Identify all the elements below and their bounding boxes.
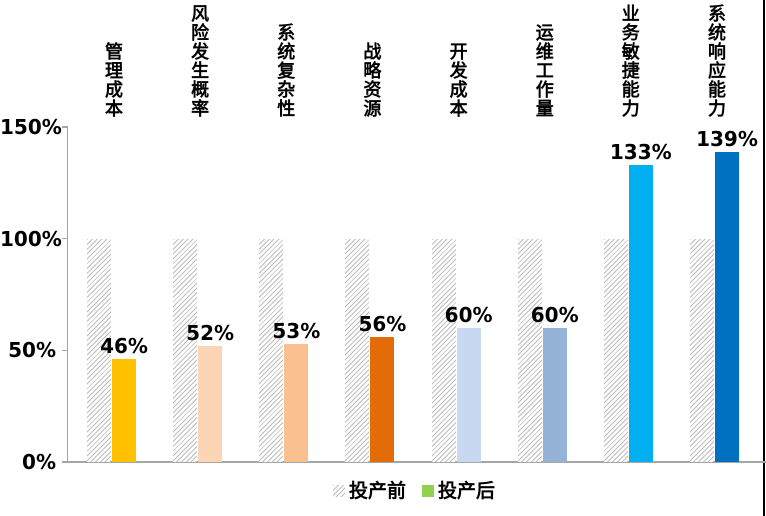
bar-value-label: 60% [444,303,493,327]
y-axis-tick [62,126,68,128]
bar-pre-production [259,238,284,462]
bar-post-production [542,328,567,462]
bar-post-production [198,345,223,462]
category-label: 系统响应能力 [705,4,726,118]
bar-post-production [714,151,739,462]
category-label: 运维工作量 [532,23,554,118]
bar-pre-production [87,238,111,462]
category-label: 开发成本 [446,42,468,118]
bar-post-production [284,343,309,462]
bar-pre-production [431,238,456,462]
bar-value-label: 133% [609,140,672,164]
category-label: 系统复杂性 [274,23,296,118]
legend-label-pre: 投产前 [348,480,406,502]
y-tick-label-150: 150% [0,115,62,139]
bar-pre-production [690,238,714,462]
legend-label-post: 投产后 [438,480,496,502]
bar-value-label: 52% [186,320,235,345]
y-axis-tick [62,349,68,351]
bar-value-label: 46% [100,334,148,359]
bar-post-production [628,165,653,462]
bar-pre-production [173,238,198,462]
bar-post-production [456,328,481,462]
y-axis-tick [62,238,68,240]
legend-item-pre: 投产前 [332,480,406,502]
bar-pre-production [517,238,542,462]
legend-item-post: 投产后 [422,481,495,501]
bar-value-label: 139% [696,126,758,151]
y-axis-line [67,127,69,462]
category-label: 业务敏捷能力 [618,4,640,118]
hatched-swatch-icon [332,485,345,497]
chart-legend: 投产前 投产后 [62,481,766,501]
right-edge-line [763,0,765,516]
bar-value-label: 60% [530,303,579,327]
y-tick-label-0: 0% [22,450,56,474]
bar-value-label: 56% [358,311,407,336]
bar-post-production [112,359,136,462]
bar-value-label: 53% [272,318,321,343]
category-label: 战略资源 [360,42,382,118]
bar-pre-production [603,238,628,462]
x-axis-line [62,461,766,463]
bar-pre-production [345,238,370,462]
category-label: 管理成本 [102,42,123,118]
green-swatch-icon [422,485,434,497]
y-tick-label-100: 100% [0,227,62,251]
bar-post-production [370,336,395,462]
category-label: 风险发生概率 [188,4,210,118]
y-tick-label-50: 50% [8,338,56,362]
